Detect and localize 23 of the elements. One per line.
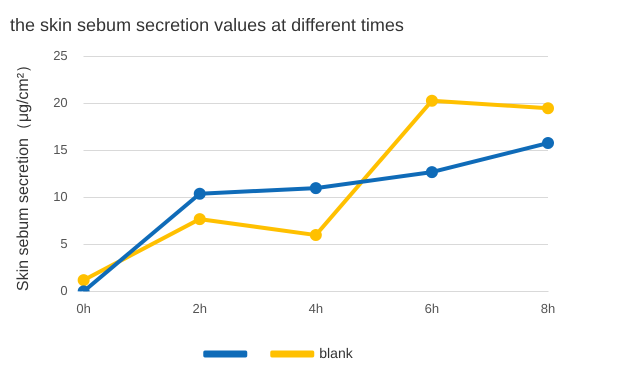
point — [426, 94, 438, 107]
point — [542, 137, 554, 150]
y-tick-label: 0 — [60, 282, 68, 298]
x-tick-label: 6h — [424, 300, 440, 316]
y-tick-label: 10 — [53, 189, 68, 204]
x-tick-label: 8h — [540, 300, 556, 316]
y-tick-label: 20 — [53, 95, 68, 110]
y-tick-label: 15 — [53, 142, 68, 158]
point — [78, 274, 90, 286]
point — [310, 182, 322, 194]
x-tick-label: 4h — [308, 300, 324, 316]
legend-label: blank — [319, 344, 354, 361]
y-tick-label: 25 — [53, 48, 68, 64]
point — [194, 213, 206, 226]
chart-title: the skin sebum secretion values at different times — [10, 14, 404, 35]
point — [194, 188, 206, 200]
x-tick-label: 0h — [76, 300, 91, 316]
point — [310, 229, 322, 242]
y-tick-label: 5 — [60, 236, 68, 252]
point — [542, 102, 554, 114]
y-axis-title: Skin sebum secretion（μg/cm²） — [15, 56, 32, 292]
point — [426, 166, 438, 178]
x-tick-label: 2h — [192, 300, 207, 316]
